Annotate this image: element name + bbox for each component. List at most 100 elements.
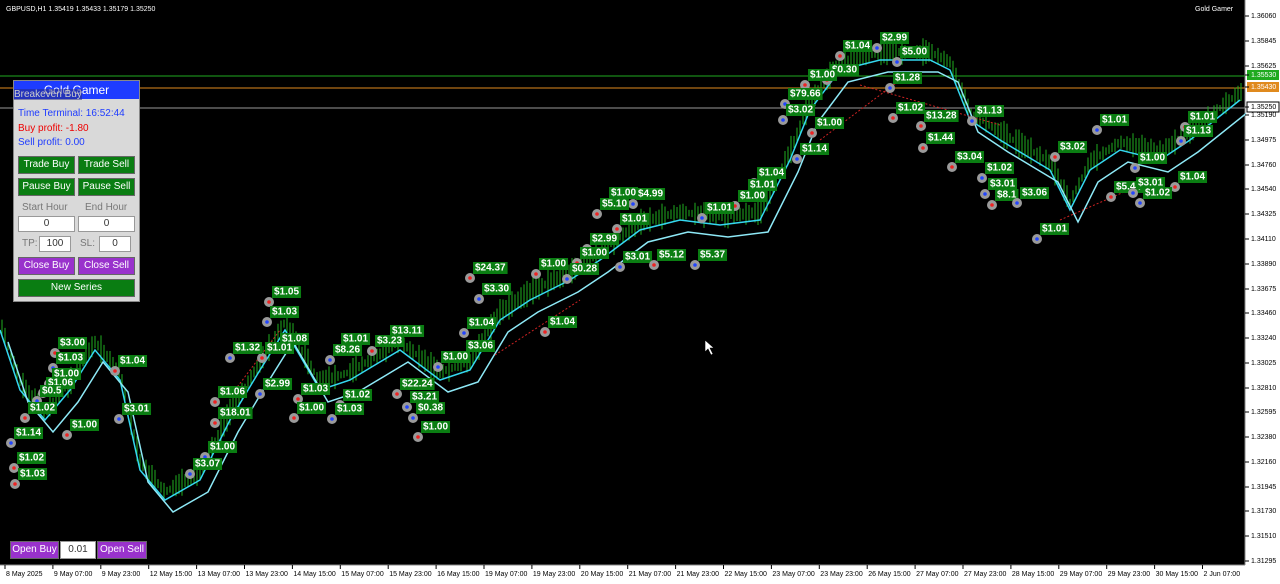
- trade-marker: [803, 83, 807, 87]
- time-label: 30 May 15:00: [1156, 571, 1199, 578]
- symbol-info: GBPUSD,H1 1.35419 1.35433 1.35179 1.3525…: [6, 6, 156, 13]
- profit-label: $1.04: [120, 356, 145, 367]
- moving-average: [7, 71, 1249, 513]
- start-hour-input[interactable]: 0: [18, 216, 75, 232]
- pause-sell-button[interactable]: Pause Sell: [78, 178, 135, 196]
- trade-marker: [416, 435, 420, 439]
- price-label: 1.34110: [1251, 236, 1276, 243]
- price-label: 1.35845: [1251, 38, 1276, 45]
- profit-label-bg: [416, 402, 446, 414]
- profit-label-bg: [636, 188, 666, 200]
- profit-label-bg: [333, 344, 363, 356]
- tp-input[interactable]: 100: [39, 236, 71, 252]
- profit-label-bg: [218, 407, 253, 419]
- profit-label: $1.00: [582, 248, 607, 259]
- profit-label: $1.01: [1102, 115, 1127, 126]
- trade-marker: [781, 118, 785, 122]
- profit-label: $1.14: [802, 144, 827, 155]
- profit-label: $3.02: [788, 105, 813, 116]
- profit-label: $5.00: [902, 47, 927, 58]
- time-label: 23 May 07:00: [772, 571, 815, 578]
- price-label: 1.32595: [1251, 409, 1276, 416]
- trade-marker: [65, 433, 69, 437]
- profit-label: $1.14: [16, 428, 41, 439]
- trade-sell-button[interactable]: Trade Sell: [78, 156, 135, 174]
- close-buy-button[interactable]: Close Buy: [18, 257, 75, 275]
- profit-label: $1.01: [750, 180, 775, 191]
- trade-marker: [292, 416, 296, 420]
- profit-label-bg: [70, 419, 100, 431]
- profit-label-bg: [955, 151, 985, 163]
- trade-marker: [875, 46, 879, 50]
- price-label: 1.33890: [1251, 261, 1276, 268]
- time-label: 26 May 15:00: [868, 571, 911, 578]
- profit-label: $1.00: [210, 442, 235, 453]
- lot-input[interactable]: 0.01: [60, 541, 96, 559]
- profit-label-bg: [590, 233, 620, 245]
- time-label: 21 May 23:00: [677, 571, 720, 578]
- control-panel: Gold Gamer Breakeven Buy Time Terminal: …: [13, 80, 140, 302]
- pause-buy-button[interactable]: Pause Buy: [18, 178, 75, 196]
- sl-input[interactable]: 0: [99, 236, 131, 252]
- trade-marker: [631, 202, 635, 206]
- profit-label-bg: [539, 258, 569, 270]
- trade-marker: [733, 204, 737, 208]
- price-label: 1.33460: [1251, 310, 1276, 317]
- profit-label-bg: [118, 355, 148, 367]
- trade-marker: [188, 472, 192, 476]
- profit-label-bg: [58, 337, 88, 349]
- profit-label: $5.12: [659, 250, 684, 261]
- profit-label: $1.04: [845, 41, 870, 52]
- profit-label: $1.04: [550, 317, 575, 328]
- profit-label: $1.28: [895, 73, 920, 84]
- profit-label: $1.01: [707, 203, 732, 214]
- trade-marker: [1131, 191, 1135, 195]
- profit-label-bg: [263, 378, 293, 390]
- trade-marker: [468, 276, 472, 280]
- profit-label-bg: [473, 262, 508, 274]
- profit-label-bg: [56, 352, 86, 364]
- profit-label: $1.02: [19, 453, 44, 464]
- profit-label: $3.06: [468, 341, 493, 352]
- new-series-button[interactable]: New Series: [18, 279, 135, 297]
- trade-marker: [795, 157, 799, 161]
- trade-marker: [1015, 201, 1019, 205]
- profit-label-bg: [843, 40, 873, 52]
- profit-label: $1.13: [977, 106, 1002, 117]
- profit-label-bg: [1138, 152, 1168, 164]
- trade-marker: [12, 466, 16, 470]
- sl-label: SL:: [80, 238, 96, 249]
- profit-label: $3.01: [990, 179, 1015, 190]
- open-buy-button[interactable]: Open Buy: [10, 541, 59, 559]
- time-terminal: Time Terminal: 16:52:44: [18, 108, 125, 119]
- buy-profit: Buy profit: -1.80: [18, 123, 89, 134]
- profit-label: $18.01: [220, 408, 251, 419]
- end-hour-input[interactable]: 0: [78, 216, 135, 232]
- trade-marker: [921, 146, 925, 150]
- profit-label: $1.01: [622, 214, 647, 225]
- trade-marker: [652, 263, 656, 267]
- open-sell-button[interactable]: Open Sell: [97, 541, 147, 559]
- trade-marker: [213, 421, 217, 425]
- profit-label: $13.28: [926, 111, 957, 122]
- profit-label: $1.00: [423, 422, 448, 433]
- trade-marker: [9, 441, 13, 445]
- trade-buy-button[interactable]: Trade Buy: [18, 156, 75, 174]
- price-label: 1.34540: [1251, 186, 1276, 193]
- profit-label: $1.04: [1180, 172, 1205, 183]
- close-sell-button[interactable]: Close Sell: [78, 257, 135, 275]
- profit-label: $1.00: [299, 403, 324, 414]
- profit-label: $3.01: [124, 404, 149, 415]
- profit-label-bg: [926, 132, 956, 144]
- profit-label: $22.24: [402, 379, 433, 390]
- price-label: 1.33025: [1251, 360, 1276, 367]
- trade-marker: [203, 455, 207, 459]
- profit-label-bg: [1143, 187, 1173, 199]
- profit-label: $4.99: [638, 189, 663, 200]
- profit-label: $1.00: [611, 188, 636, 199]
- trade-marker: [265, 320, 269, 324]
- start-hour-label: Start Hour: [22, 202, 68, 213]
- trade-marker: [1053, 155, 1057, 159]
- profit-label-bg: [815, 117, 845, 129]
- profit-label-bg: [441, 351, 471, 363]
